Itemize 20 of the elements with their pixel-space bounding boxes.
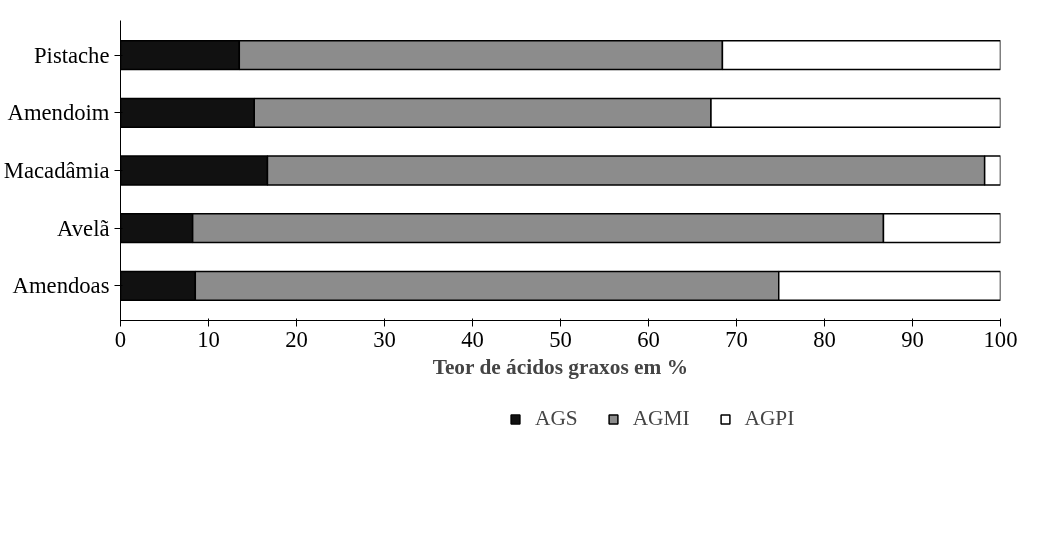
legend-label: AGS (535, 406, 578, 431)
x-tick-label: 0 (114, 326, 127, 352)
legend-label: AGMI (632, 406, 690, 431)
x-tick-label: 80 (813, 326, 836, 352)
x-tick-label: 100 (983, 326, 1018, 352)
x-tick-label: 10 (197, 326, 220, 352)
legend-label: AGPI (744, 406, 795, 431)
x-tick-label: 30 (373, 326, 396, 352)
x-tick-label: 50 (549, 326, 572, 352)
x-axis-title: Teor de ácidos graxos em % (432, 354, 688, 379)
x-tick-label: 20 (285, 326, 308, 352)
y-tick-label: Macadâmia (3, 158, 110, 183)
x-tick-label: 90 (901, 326, 924, 352)
x-tick-label: 70 (725, 326, 748, 352)
x-tick-label: 60 (637, 326, 660, 352)
y-tick-label: Avelã (57, 215, 110, 241)
y-tick-label: Amendoim (7, 100, 110, 126)
y-tick-label: Amendoas (12, 273, 110, 299)
y-tick-label: Pistache (34, 42, 110, 68)
x-tick-label: 40 (461, 326, 484, 352)
